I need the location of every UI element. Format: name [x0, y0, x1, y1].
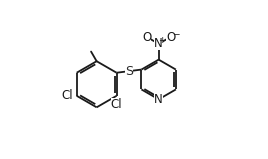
Text: O: O: [142, 31, 151, 44]
Text: Cl: Cl: [61, 89, 73, 102]
Text: S: S: [125, 65, 133, 78]
Text: N: N: [154, 37, 163, 50]
Text: −: −: [172, 30, 179, 39]
Text: Cl: Cl: [111, 98, 122, 111]
Text: O: O: [166, 31, 175, 44]
Text: +: +: [158, 36, 165, 45]
Text: N: N: [154, 93, 163, 106]
